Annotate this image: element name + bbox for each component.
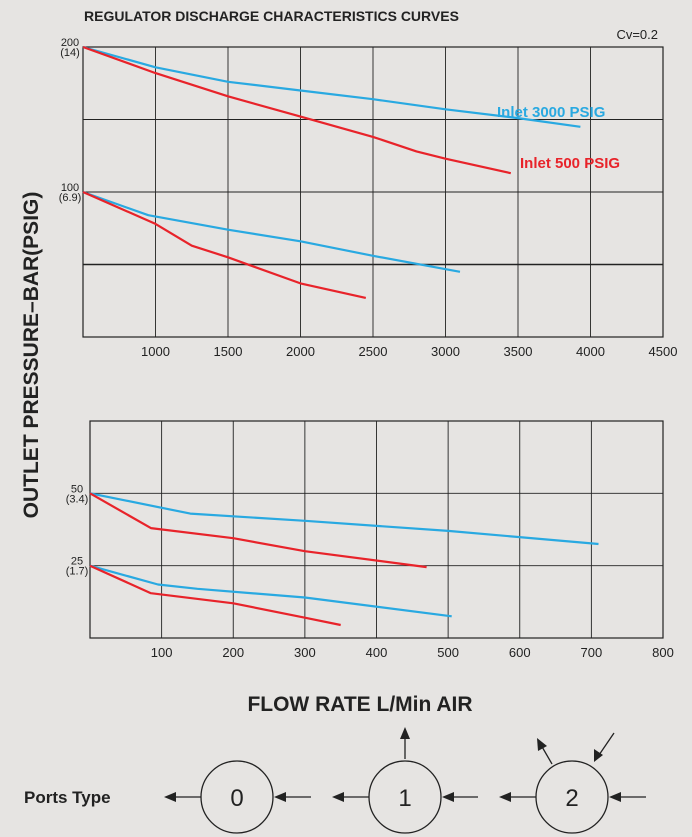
port-type-2: 2 — [499, 732, 646, 834]
y-tick-sublabel: (3.4) — [66, 493, 89, 505]
x-tick-label: 3500 — [504, 344, 533, 359]
arrow-up-out-icon — [400, 727, 410, 759]
y-tick-sublabel: (1.7) — [66, 566, 89, 578]
x-tick-label: 200 — [222, 645, 244, 660]
x-tick-label: 400 — [366, 645, 388, 660]
arrow-left-in-icon — [274, 792, 311, 802]
port-type-1: 1 — [332, 727, 478, 834]
legend-entry: Inlet 500 PSIG — [520, 155, 620, 172]
x-tick-label: 2500 — [359, 344, 388, 359]
lower-plot: 100 200 300 400 500 600 700 800 50(3.4) 25(1.7) — [66, 420, 674, 660]
port-type-0: 0 — [164, 760, 311, 834]
x-tick-label: 3000 — [431, 344, 460, 359]
upper-plot: 1000 1500 2000 2500 3000 3500 4000 4500 200(14) 1… — [59, 37, 678, 359]
series-line-inlet-500 — [82, 190, 367, 299]
y-tick-label: 50 — [71, 483, 83, 495]
series-line-inlet-3000 — [89, 564, 452, 618]
arrow-up-left-out-icon — [537, 738, 553, 765]
x-tick-label: 700 — [581, 645, 603, 660]
arrow-left-in-icon — [609, 792, 646, 802]
y-axis-label: OUTLET PRESSURE–BAR(PSIG) — [20, 192, 43, 519]
chart-title: REGULATOR DISCHARGE CHARACTERISTICS CURV… — [84, 8, 459, 24]
arrow-left-out-icon — [164, 792, 201, 802]
x-tick-label: 300 — [294, 645, 316, 660]
x-tick-label: 1500 — [214, 344, 243, 359]
x-tick-label: 100 — [151, 645, 173, 660]
legend-entry: Inlet 3000 PSIG — [497, 104, 605, 121]
ports-diagram: Ports Type 0 1 — [24, 727, 646, 834]
series-line-inlet-3000 — [82, 190, 461, 273]
x-tick-label: 4000 — [576, 344, 605, 359]
y-tick-label: 100 — [61, 182, 79, 194]
x-tick-label: 600 — [509, 645, 531, 660]
x-tick-label: 2000 — [286, 344, 315, 359]
cv-label: Cv=0.2 — [616, 27, 658, 42]
x-axis-label: FLOW RATE L/Min AIR — [247, 693, 472, 716]
arrow-left-in-icon — [442, 792, 478, 802]
series-line-inlet-3000 — [82, 45, 581, 128]
x-tick-label: 4500 — [649, 344, 678, 359]
arrow-left-out-icon — [332, 792, 369, 802]
ports-type-label: Ports Type — [24, 788, 111, 807]
y-tick-sublabel: (14) — [60, 47, 80, 59]
series-line-inlet-3000 — [89, 492, 599, 546]
x-tick-label: 800 — [652, 645, 674, 660]
port-number: 2 — [565, 785, 578, 812]
legend: Inlet 3000 PSIG Inlet 500 PSIG — [497, 104, 620, 172]
arrow-left-out-icon — [499, 792, 536, 802]
y-tick-label: 25 — [71, 556, 83, 568]
series-line-inlet-500 — [89, 564, 341, 627]
x-tick-label: 1000 — [141, 344, 170, 359]
y-tick-label: 200 — [61, 37, 79, 49]
y-tick-sublabel: (6.9) — [59, 192, 82, 204]
port-number: 1 — [398, 785, 411, 812]
series-line-inlet-500 — [89, 492, 427, 569]
series-line-inlet-500 — [82, 45, 512, 175]
port-number: 0 — [230, 785, 243, 812]
arrow-down-left-in-icon — [594, 732, 615, 762]
x-tick-label: 500 — [437, 645, 459, 660]
